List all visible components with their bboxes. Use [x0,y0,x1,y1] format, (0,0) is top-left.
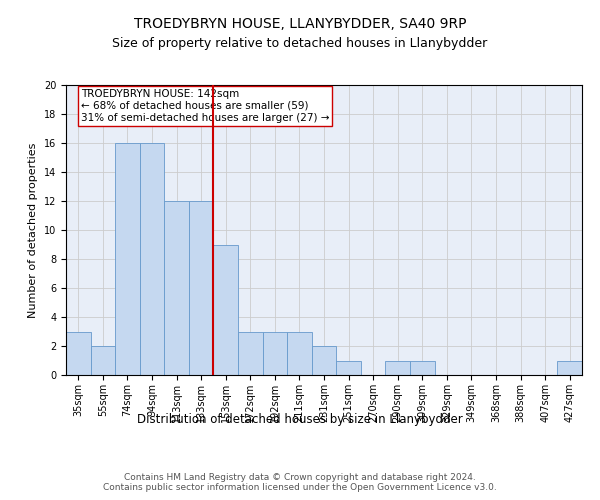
Bar [140,143,164,375]
Bar [385,360,410,375]
Bar [263,332,287,375]
Bar [238,332,263,375]
Bar [66,332,91,375]
Bar [189,201,214,375]
Text: Distribution of detached houses by size in Llanybydder: Distribution of detached houses by size … [137,412,463,426]
Text: TROEDYBRYN HOUSE: 142sqm
← 68% of detached houses are smaller (59)
31% of semi-d: TROEDYBRYN HOUSE: 142sqm ← 68% of detach… [81,90,329,122]
Bar [91,346,115,375]
Bar [164,201,189,375]
Text: Contains HM Land Registry data © Crown copyright and database right 2024.
Contai: Contains HM Land Registry data © Crown c… [103,472,497,492]
Bar [287,332,312,375]
Bar [410,360,434,375]
Bar [115,143,140,375]
Text: TROEDYBRYN HOUSE, LLANYBYDDER, SA40 9RP: TROEDYBRYN HOUSE, LLANYBYDDER, SA40 9RP [134,18,466,32]
Y-axis label: Number of detached properties: Number of detached properties [28,142,38,318]
Text: Size of property relative to detached houses in Llanybydder: Size of property relative to detached ho… [112,38,488,51]
Bar [312,346,336,375]
Bar [557,360,582,375]
Bar [336,360,361,375]
Bar [214,244,238,375]
